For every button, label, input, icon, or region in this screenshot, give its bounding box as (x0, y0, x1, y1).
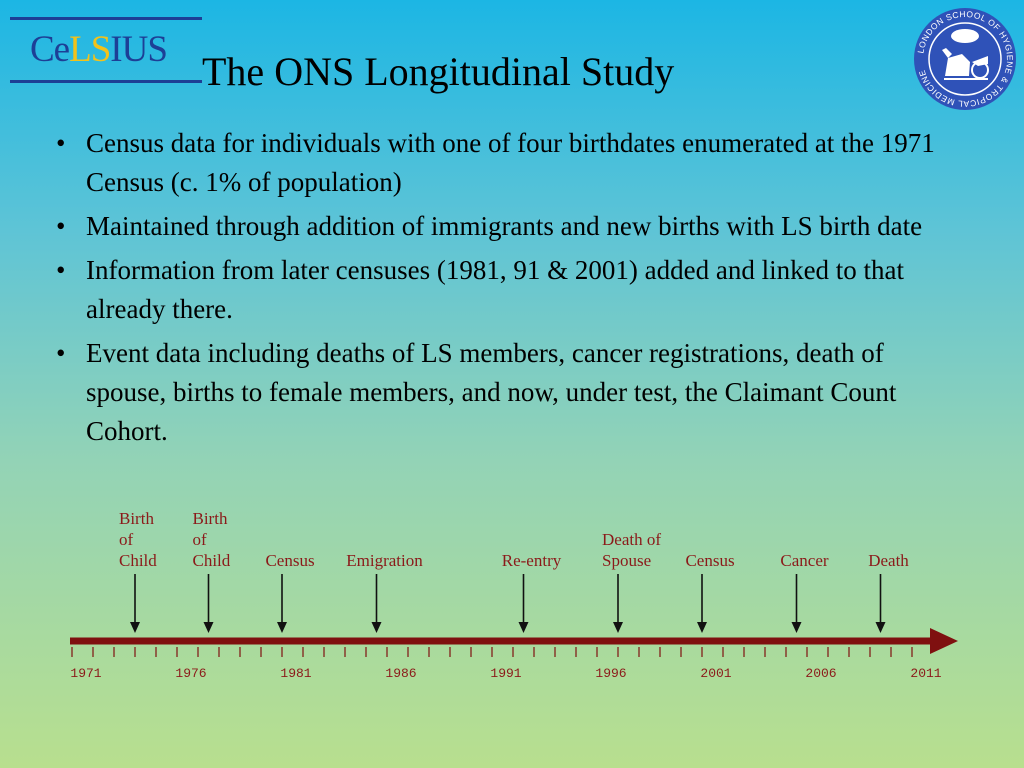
year-label: 2011 (910, 666, 941, 681)
celsius-logo: CeLSIUS (10, 14, 202, 84)
event-arrowhead (613, 622, 623, 633)
year-label: 2001 (700, 666, 731, 681)
event-label: Cancer (780, 551, 828, 570)
year-label: 1971 (70, 666, 101, 681)
event-arrowhead (203, 622, 214, 633)
event-label: Re-entry (502, 551, 562, 570)
year-label: 1991 (490, 666, 521, 681)
event-label: Birth of Child (193, 509, 231, 570)
year-label: 1986 (385, 666, 416, 681)
logo-bottom-rule (10, 80, 202, 83)
lshtm-seal-icon: LONDON SCHOOL OF HYGIENE & TROPICAL MEDI… (914, 8, 1016, 110)
event-label: Emigration (346, 551, 423, 570)
slide-title: The ONS Longitudinal Study (202, 49, 675, 94)
year-label: 1981 (280, 666, 311, 681)
year-label: 1976 (175, 666, 206, 681)
event-arrowhead (791, 622, 802, 633)
event-arrowhead (130, 622, 140, 633)
year-label: 2006 (805, 666, 836, 681)
event-label: Birth of Child (119, 509, 157, 570)
event-arrowhead (371, 622, 382, 633)
timeline-arrowhead (930, 628, 958, 654)
event-arrowhead (277, 622, 287, 633)
bullet-item: • Event data including deaths of LS membe… (56, 338, 897, 446)
bullet-item: • Information from later censuses (1981, … (56, 255, 905, 324)
logo-wordmark: CeLSIUS (30, 29, 168, 70)
year-label: 1996 (595, 666, 626, 681)
logo-top-rule (10, 17, 202, 20)
event-label: Death of Spouse (602, 530, 661, 570)
bullet-item: • Census data for individuals with one of… (56, 128, 935, 197)
event-label: Census (685, 551, 734, 570)
event-arrowhead (518, 622, 529, 633)
event-label: Death (868, 551, 909, 570)
event-arrowhead (697, 622, 707, 633)
event-label: Census (265, 551, 314, 570)
bullet-list: • Census data for individuals with one of… (56, 124, 966, 456)
event-timeline: 1971 1976 1981 1986 1991 1996 2001 2006 2011 Birt… (70, 509, 958, 681)
event-arrowhead (875, 622, 886, 633)
bullet-item: • Maintained through addition of immigran… (56, 211, 923, 241)
